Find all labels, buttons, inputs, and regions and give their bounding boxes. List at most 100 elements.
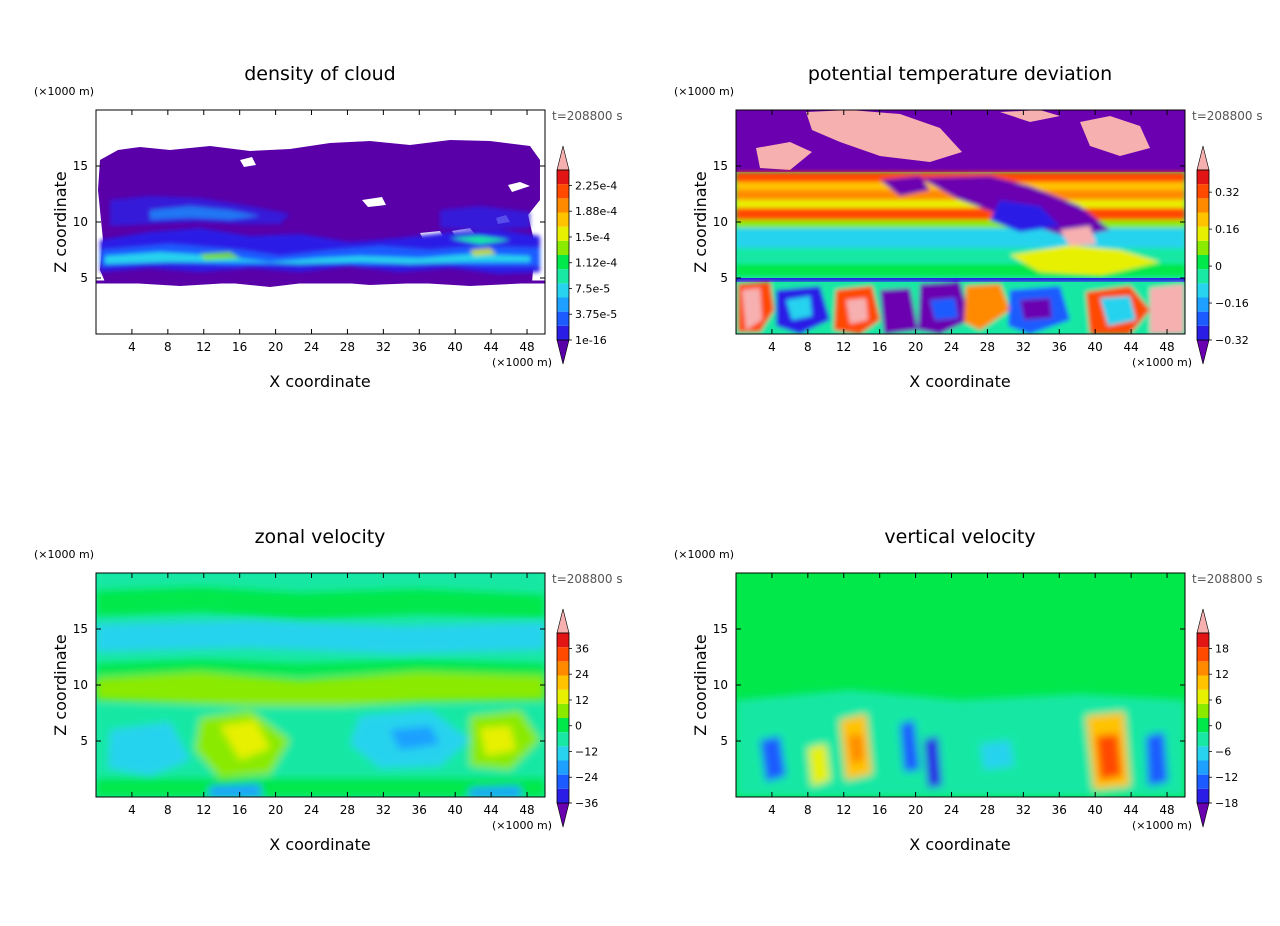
- x-tick-label: 40: [1088, 803, 1103, 817]
- panel-zonal-velocity: zonal velocity (×1000 m) t=208800 s: [34, 526, 623, 854]
- colorbar-swatch: [557, 283, 569, 298]
- x-tick-label: 44: [1123, 803, 1138, 817]
- y-tick-label: 5: [720, 734, 728, 748]
- colorbar-label: 0: [1215, 260, 1222, 273]
- colorbar-swatch: [557, 675, 569, 690]
- colorbar-swatch: [557, 240, 569, 255]
- colorbar: 1e-16 3.75e-5 7.5e-5 1.12e-4 1.5e-4 1.88e-4 2.…: [556, 145, 617, 365]
- x-tick-label: 28: [340, 340, 355, 354]
- panel-title: vertical velocity: [884, 526, 1035, 548]
- colorbar-swatch: [557, 774, 569, 789]
- colorbar-label: −18: [1215, 797, 1238, 810]
- x-tick-label: 32: [376, 803, 391, 817]
- colorbar-label: −0.16: [1215, 297, 1249, 310]
- y-tick-label: 5: [80, 734, 88, 748]
- colorbar-label: 12: [575, 694, 589, 707]
- panel-title: density of cloud: [244, 63, 396, 85]
- colorbar-swatch: [1196, 339, 1210, 365]
- colorbar-swatch: [557, 226, 569, 241]
- colorbar-swatch: [1197, 732, 1209, 747]
- x-tick-label: 32: [376, 340, 391, 354]
- colorbar-label: 2.25e-4: [575, 179, 617, 192]
- colorbar-label: 7.5e-5: [575, 282, 610, 295]
- colorbar-label: 1.12e-4: [575, 257, 617, 270]
- x-tick-label: 36: [1052, 340, 1067, 354]
- y-ticks: 5 10 15: [713, 622, 1185, 748]
- colorbar-swatch: [1197, 198, 1209, 213]
- x-tick-label: 44: [1123, 340, 1138, 354]
- y-tick-label: 5: [80, 271, 88, 285]
- x-tick-label: 4: [128, 803, 136, 817]
- x-tick-label: 8: [164, 340, 172, 354]
- x-tick-label: 32: [1016, 803, 1031, 817]
- colorbar-frame: [1196, 169, 1210, 341]
- x-tick-label: 32: [1016, 340, 1031, 354]
- x-ticks: 4 8 12 16 20 24 28 32 36 40 44 48: [128, 573, 535, 817]
- x-tick-label: 20: [908, 803, 923, 817]
- x-tick-label: 48: [519, 803, 534, 817]
- y-unit-label: (×1000 m): [674, 85, 734, 98]
- colorbar-swatch: [1197, 633, 1209, 648]
- colorbar-swatch: [557, 633, 569, 648]
- colorbar-swatch: [556, 145, 570, 171]
- x-tick-label: 20: [908, 340, 923, 354]
- colorbar-label: −6: [1215, 745, 1231, 758]
- colorbar-swatch: [557, 184, 569, 199]
- colorbar-swatch: [557, 297, 569, 312]
- contour-field: [736, 110, 1185, 334]
- x-tick-label: 28: [340, 803, 355, 817]
- colorbar-swatch: [1196, 802, 1210, 828]
- colorbar-label: 6: [1215, 694, 1222, 707]
- y-tick-label: 5: [720, 271, 728, 285]
- colorbar-swatch: [1197, 212, 1209, 227]
- colorbar-swatch: [1197, 689, 1209, 704]
- y-axis-label: Z coordinate: [691, 171, 710, 272]
- x-unit-label: (×1000 m): [1132, 356, 1192, 369]
- x-tick-label: 48: [519, 340, 534, 354]
- colorbar-swatch: [1197, 283, 1209, 298]
- x-tick-label: 28: [980, 340, 995, 354]
- x-axis-label: X coordinate: [269, 835, 370, 854]
- panel-potential-temperature: potential temperature deviation (×1000 m…: [674, 63, 1263, 391]
- panel-density-of-cloud: density of cloud (×1000 m) t=208800 s: [34, 63, 623, 391]
- x-tick-label: 44: [483, 803, 498, 817]
- colorbar-swatch: [557, 212, 569, 227]
- x-ticks: 4 8 12 16 20 24 28 32 36 40 44 48: [128, 110, 535, 354]
- x-tick-label: 48: [1159, 340, 1174, 354]
- colorbar-swatch: [1197, 311, 1209, 326]
- x-tick-label: 24: [304, 340, 319, 354]
- y-tick-label: 10: [73, 678, 88, 692]
- colorbar-swatch: [1197, 226, 1209, 241]
- x-tick-label: 40: [1088, 340, 1103, 354]
- colorbar: −36 −24 −12 0 12 24 36: [556, 608, 598, 828]
- colorbar-swatch: [1197, 774, 1209, 789]
- x-tick-label: 4: [128, 340, 136, 354]
- colorbar-swatch: [557, 325, 569, 340]
- y-tick-label: 15: [713, 622, 728, 636]
- x-tick-label: 8: [164, 803, 172, 817]
- colorbar-label: 36: [575, 642, 589, 655]
- colorbar-swatch: [557, 647, 569, 662]
- time-label: t=208800 s: [1192, 109, 1263, 123]
- colorbar-swatch: [1197, 675, 1209, 690]
- colorbar-label: −36: [575, 797, 598, 810]
- colorbar-swatch: [1197, 184, 1209, 199]
- colorbar-swatch: [1197, 703, 1209, 718]
- y-axis-label: Z coordinate: [691, 634, 710, 735]
- x-tick-label: 24: [304, 803, 319, 817]
- colorbar-label: 12: [1215, 668, 1229, 681]
- colorbar-swatch: [1197, 325, 1209, 340]
- y-axis-label: Z coordinate: [51, 634, 70, 735]
- x-tick-label: 36: [412, 340, 427, 354]
- panel-title: potential temperature deviation: [808, 63, 1112, 85]
- colorbar-swatch: [557, 661, 569, 676]
- y-tick-label: 10: [713, 215, 728, 229]
- time-label: t=208800 s: [552, 109, 623, 123]
- colorbar-swatch: [556, 802, 570, 828]
- x-axis-label: X coordinate: [909, 372, 1010, 391]
- y-tick-label: 15: [713, 159, 728, 173]
- colorbar-label: −12: [575, 745, 598, 758]
- x-tick-label: 12: [196, 803, 211, 817]
- x-tick-label: 8: [804, 340, 812, 354]
